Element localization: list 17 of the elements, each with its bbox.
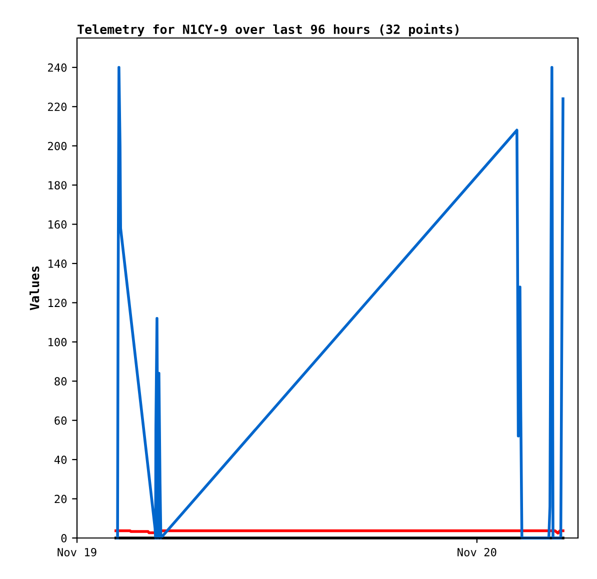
y-tick-label: 100 [48,338,67,346]
y-tick-label: 40 [54,456,67,464]
y-axis-title: Values [30,266,40,310]
x-tick-label: Nov 20 [458,548,496,556]
y-tick-label: 20 [54,494,67,504]
y-tick-label: 80 [54,377,67,386]
y-tick-label: 0 [61,534,67,542]
y-tick-label: 160 [48,220,67,229]
y-tick-label: 240 [48,63,67,72]
y-tick-label: 60 [54,416,67,425]
y-tick-label: 200 [48,142,67,150]
x-tick-label: Nov 19 [58,548,96,556]
y-tick-label: 120 [48,298,67,308]
y-tick-label: 180 [48,181,67,190]
y-tick-label: 220 [48,102,67,112]
chart-title: Telemetry for N1CY-9 over last 96 hours (32 points) [78,24,458,36]
y-tick-label: 140 [48,259,67,268]
